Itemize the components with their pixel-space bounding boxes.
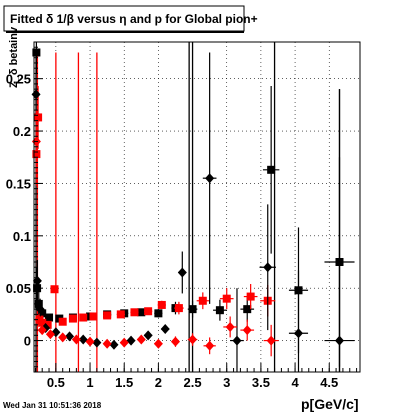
series-layer	[31, 42, 355, 372]
data-point	[116, 310, 125, 319]
data-point	[153, 338, 163, 349]
data-point	[35, 304, 45, 315]
x-tick-label: 3.5	[252, 375, 270, 390]
data-point	[79, 313, 88, 322]
data-point	[34, 113, 43, 122]
x-tick-label: 4.5	[320, 375, 338, 390]
x-tick-label: 4	[291, 375, 299, 390]
data-point	[174, 304, 183, 313]
data-point	[266, 335, 276, 346]
x-tick-label: 1	[86, 375, 93, 390]
y-tick-label: 0.2	[13, 124, 31, 139]
data-point	[188, 334, 198, 345]
data-point	[334, 335, 344, 346]
title-box-shadow	[6, 31, 244, 33]
data-point	[102, 338, 112, 349]
data-point	[37, 325, 47, 336]
data-point	[119, 337, 129, 348]
data-point	[222, 294, 231, 303]
data-point	[43, 320, 52, 329]
timestamp-footer: Wed Jan 31 10:51:36 2018	[3, 401, 102, 410]
y-axis-label: Z_δ betainv	[8, 26, 20, 88]
data-point	[78, 334, 88, 345]
data-point	[85, 336, 95, 347]
data-point	[143, 330, 153, 341]
data-point	[68, 314, 77, 323]
data-point	[126, 335, 136, 346]
x-tick-label: 2.5	[184, 375, 202, 390]
y-tick-label: 0.25	[6, 72, 31, 87]
data-point	[188, 305, 197, 314]
data-point	[215, 306, 224, 315]
data-point	[267, 165, 276, 174]
data-point	[154, 309, 163, 318]
axis-layer: 0.5 1 1.5 2 2.5 3 3.5 4 4.5 0 0.05 0.1 0.15 0.2 0.25	[6, 46, 358, 390]
plot-frame	[33, 41, 361, 373]
data-point	[293, 328, 303, 339]
x-tick-label: 3	[223, 375, 230, 390]
x-axis-label: p[GeV/c]	[301, 396, 359, 412]
x-tick-label: 1.5	[115, 375, 133, 390]
y-tick-label: 0.15	[6, 176, 31, 191]
data-point	[34, 314, 44, 325]
data-point	[130, 308, 139, 317]
x-tick-label: 0.5	[47, 375, 65, 390]
y-tick-label: 0.05	[6, 281, 31, 296]
data-point	[71, 334, 81, 345]
data-point	[38, 318, 47, 327]
data-point	[50, 285, 59, 294]
data-point	[92, 337, 102, 348]
data-point	[58, 317, 67, 326]
data-point	[109, 339, 119, 350]
data-point	[58, 332, 68, 343]
data-point	[246, 292, 255, 301]
data-point	[157, 300, 166, 309]
data-point	[45, 329, 55, 340]
data-point	[160, 324, 170, 335]
data-point	[144, 307, 153, 316]
data-point	[137, 308, 146, 317]
data-point	[65, 331, 75, 342]
data-point	[34, 299, 43, 308]
series-diamond-black	[31, 52, 355, 372]
data-point	[45, 313, 54, 322]
data-point	[89, 312, 98, 321]
y-tick-label: 0	[24, 334, 31, 349]
data-point	[225, 321, 235, 332]
chart-title: Fitted δ 1/β versus η and p for Global p…	[10, 12, 258, 26]
title-box	[3, 5, 245, 32]
data-point	[136, 334, 146, 345]
data-point	[263, 262, 273, 273]
data-point	[198, 296, 207, 305]
data-point	[205, 340, 215, 351]
x-tick-label: 2	[155, 375, 162, 390]
data-point	[177, 267, 187, 278]
data-point	[205, 173, 215, 184]
data-point	[232, 335, 242, 346]
data-point	[243, 305, 252, 314]
data-point	[103, 311, 112, 320]
y-tick-label: 0.1	[13, 229, 31, 244]
data-point	[242, 325, 252, 336]
data-point	[38, 309, 47, 318]
data-point	[170, 336, 180, 347]
